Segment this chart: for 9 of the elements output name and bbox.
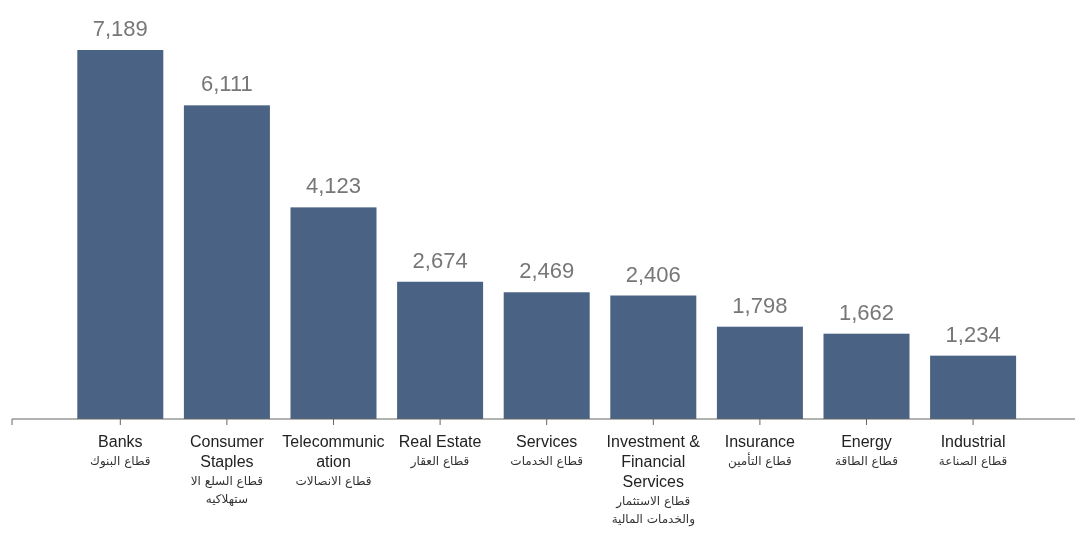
- data-label: 1,234: [945, 321, 1001, 347]
- data-label: 1,798: [732, 292, 788, 318]
- data-label: 4,123: [305, 173, 362, 199]
- data-label: 7,189: [92, 16, 148, 41]
- data-label: 6,111: [201, 71, 253, 97]
- data-label: 2,406: [625, 261, 681, 287]
- data-label: 2,469: [519, 258, 575, 284]
- data-label: 1,662: [838, 299, 895, 325]
- data-label: 2,674: [412, 247, 468, 273]
